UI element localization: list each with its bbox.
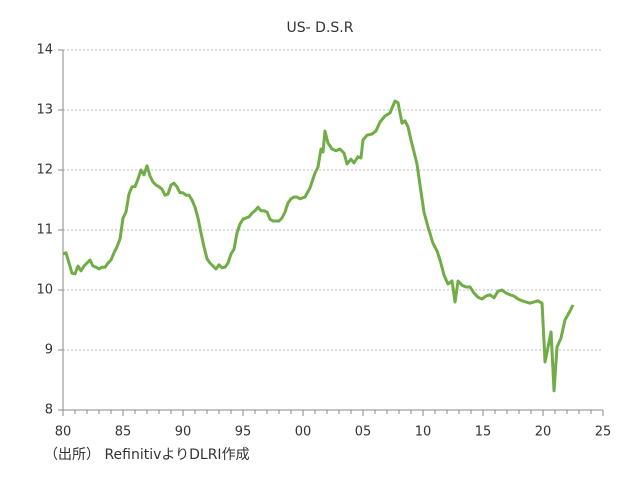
y-tick-label: 14: [36, 43, 53, 58]
x-tick-label: 10: [415, 425, 432, 440]
x-tick-label: 20: [535, 425, 552, 440]
x-tick-label: 00: [295, 425, 312, 440]
chart-title: US- D.S.R: [287, 20, 354, 36]
x-tick-label: 90: [175, 425, 192, 440]
y-tick-label: 10: [36, 283, 53, 298]
x-tick-label: 80: [55, 425, 72, 440]
data-line: [62, 99, 575, 393]
x-tick-label: 05: [355, 425, 372, 440]
x-tick-label: 15: [475, 425, 492, 440]
x-tick-label: 95: [235, 425, 252, 440]
y-tick-label: 11: [36, 223, 53, 238]
y-tick-label: 12: [36, 163, 53, 178]
y-tick-label: 13: [36, 103, 53, 118]
y-tick-label: 8: [45, 403, 53, 418]
source-note: （出所） RefinitivよりDLRI作成: [44, 447, 250, 463]
x-tick-label: 25: [595, 425, 612, 440]
y-tick-label: 9: [45, 343, 53, 358]
x-tick-label: 85: [115, 425, 132, 440]
